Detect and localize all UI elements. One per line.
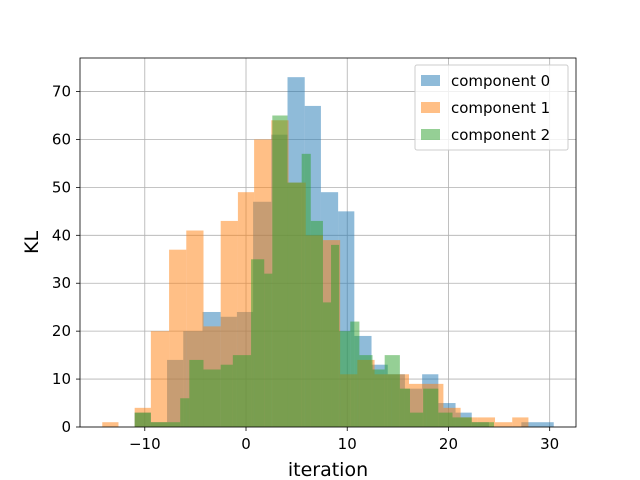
y-tick-label: 30 [52, 274, 71, 292]
y-tick-label: 50 [52, 178, 71, 196]
plot-area: −10 0 10 20 30 0 10 20 30 40 50 60 70 iteration KL comp… [21, 57, 577, 480]
histogram-bar [189, 359, 204, 427]
histogram-bar [359, 355, 373, 427]
histogram-bar [272, 115, 288, 427]
histogram-bar [452, 417, 472, 427]
histogram-bar [220, 364, 233, 427]
histogram-bar [399, 388, 410, 427]
x-tick-label: 20 [439, 435, 458, 453]
legend-swatch [421, 129, 440, 140]
histogram-bar [512, 417, 529, 427]
legend-box [414, 64, 569, 151]
y-tick-label: 40 [52, 226, 71, 244]
x-tick-label: 10 [338, 435, 357, 453]
histogram-bar [150, 422, 168, 427]
histogram-bar [339, 331, 351, 427]
histogram-bar [264, 273, 273, 427]
histogram-bar [438, 412, 453, 427]
histogram-bar [169, 249, 187, 427]
y-tick-label: 10 [52, 370, 71, 388]
histogram-bar [331, 244, 340, 427]
axes-frame [79, 57, 577, 428]
series-2-bars [134, 115, 495, 427]
legend-swatch [421, 102, 440, 113]
histogram-bar [150, 331, 170, 427]
histogram-bar [409, 412, 424, 427]
histogram-bar [167, 422, 181, 427]
histogram-bar [251, 259, 265, 427]
y-tick-label: 20 [52, 322, 71, 340]
legend-label: component 1 [451, 99, 550, 117]
legend-swatch [421, 75, 440, 86]
histogram-bar [310, 220, 323, 427]
x-tick-label: 30 [540, 435, 559, 453]
histogram-bar [102, 422, 119, 427]
legend-label: component 0 [451, 72, 550, 90]
histogram-bar [134, 412, 151, 427]
y-tick-label: 60 [52, 130, 71, 148]
legend: component 0 component 1 component 2 [414, 64, 569, 151]
y-tick-label: 70 [52, 83, 71, 101]
histogram-bar [372, 369, 385, 427]
histogram-bar [471, 422, 495, 427]
histogram-bar [180, 398, 190, 427]
bars-layer [102, 77, 554, 427]
histogram-bar [203, 369, 221, 427]
histogram-bar [495, 422, 513, 427]
y-axis-label: KL [21, 231, 43, 254]
x-tick-label: 0 [241, 435, 251, 453]
histogram-bar [301, 153, 311, 427]
histogram-bar [322, 302, 332, 427]
y-tick-label: 0 [61, 418, 71, 436]
histogram-bar [521, 422, 554, 427]
x-axis-label: iteration [288, 459, 368, 480]
histogram-bar [384, 355, 400, 427]
histogram-bar [287, 182, 302, 427]
legend-label: component 2 [451, 126, 550, 144]
histogram-bar [350, 321, 360, 427]
histogram-bar [232, 355, 252, 427]
x-tick-label: −10 [129, 435, 161, 453]
histogram-bar [423, 388, 439, 427]
